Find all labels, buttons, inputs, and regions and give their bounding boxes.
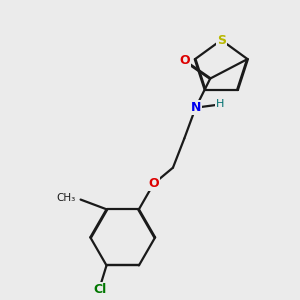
Text: CH₃: CH₃ — [56, 193, 76, 203]
Text: S: S — [217, 34, 226, 46]
Text: H: H — [216, 100, 224, 110]
Text: O: O — [148, 177, 159, 190]
Text: O: O — [179, 54, 190, 67]
Text: N: N — [190, 101, 201, 114]
Text: Cl: Cl — [93, 283, 107, 296]
